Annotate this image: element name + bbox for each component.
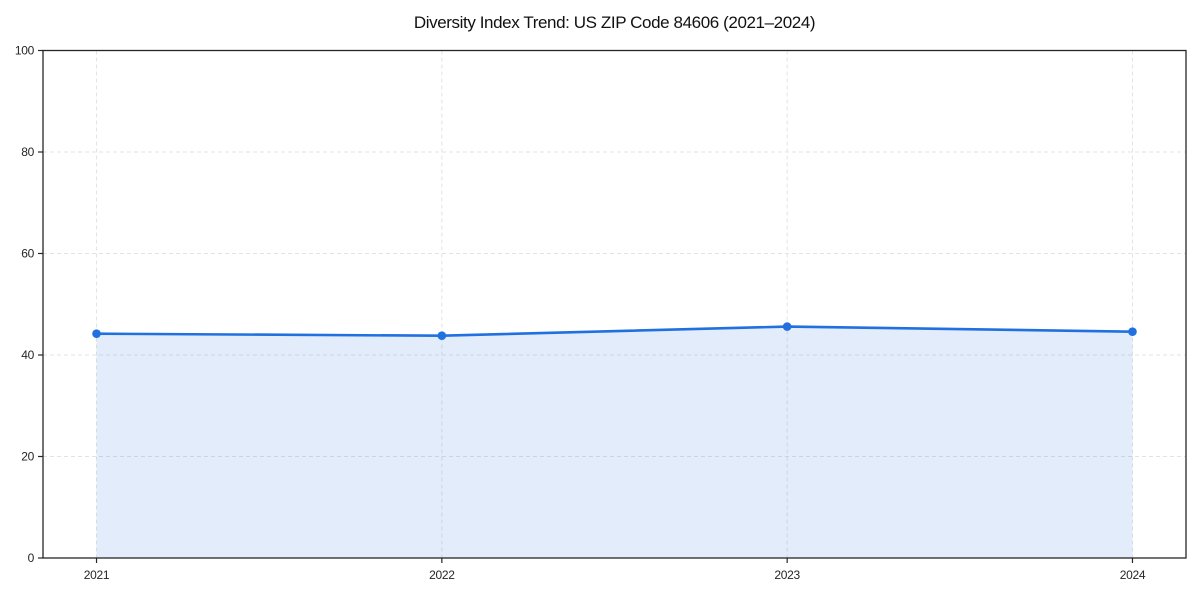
- trend-line: [95, 325, 1134, 338]
- data-point-marker: [782, 322, 792, 331]
- data-point-marker: [92, 329, 101, 338]
- data-point-marker: [437, 331, 447, 341]
- data-point-marker: [1128, 327, 1137, 336]
- y-axis-tick-label: 40: [21, 348, 34, 362]
- axis-frame: [42, 49, 1187, 559]
- y-axis-tick-label: 20: [21, 450, 34, 464]
- x-axis-tick-label: 2023: [774, 568, 800, 582]
- x-axis-tick-label: 2024: [1120, 568, 1146, 582]
- y-axis-tick-label: 80: [21, 145, 34, 159]
- chart-title: Diversity Index Trend: US ZIP Code 84606…: [413, 13, 816, 32]
- y-axis-tick-label: 0: [28, 551, 35, 565]
- x-axis-tick-label: 2021: [84, 568, 110, 582]
- x-axis-tick-label: 2022: [429, 568, 455, 582]
- area-fill: [96, 326, 1133, 558]
- y-axis-tick-label: 100: [15, 44, 35, 58]
- y-axis-tick-label: 60: [21, 247, 34, 261]
